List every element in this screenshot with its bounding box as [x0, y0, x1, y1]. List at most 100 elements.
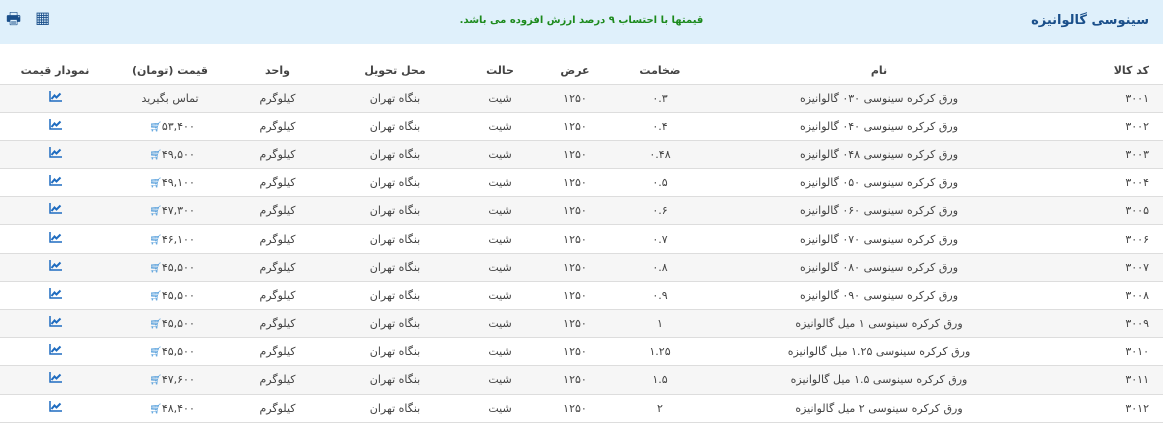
cell-unit: کیلوگرم	[230, 253, 325, 282]
column-header: واحد	[230, 58, 325, 85]
cell-state: شیت	[465, 309, 535, 339]
cell-thickness: ۱.۲۵	[615, 337, 705, 367]
cell-state: شیت	[465, 224, 535, 254]
column-header: قیمت (تومان)	[110, 58, 230, 85]
price-value: ۴۵,۵۰۰	[161, 345, 195, 359]
cell-code: ۳۰۰۸	[1053, 281, 1163, 311]
cell-state: شیت	[465, 281, 535, 311]
line-chart-icon[interactable]	[48, 287, 62, 303]
cell-unit: کیلوگرم	[230, 224, 325, 254]
cell-chart	[0, 337, 110, 367]
cell-code: ۳۰۱۰	[1053, 337, 1163, 367]
cell-width: ۱۲۵۰	[535, 253, 615, 282]
cell-price: ۵۳,۴۰۰🛒︎	[110, 112, 230, 141]
cell-width: ۱۲۵۰	[535, 140, 615, 170]
cell-code: ۳۰۰۱	[1053, 84, 1163, 113]
cell-width: ۱۲۵۰	[535, 112, 615, 141]
line-chart-icon[interactable]	[48, 372, 62, 387]
price-value: ۴۷,۳۰۰	[161, 204, 195, 218]
cell-chart	[0, 394, 110, 423]
line-chart-icon[interactable]	[48, 400, 62, 416]
price-value: ۴۵,۵۰۰	[161, 260, 195, 274]
price-table: کد کالا نام ضخامت عرض حالت محل تحویل واحد قیمت …	[0, 58, 1163, 423]
cell-chart	[0, 224, 110, 254]
line-chart-icon[interactable]	[48, 259, 62, 275]
cell-price: ۴۷,۳۰۰🛒︎	[110, 196, 230, 226]
line-chart-icon[interactable]	[48, 203, 62, 218]
cell-thickness: ۰.۴	[615, 112, 705, 141]
cell-thickness: ۰.۵	[615, 168, 705, 198]
price-value: ۴۶,۱۰۰	[161, 232, 195, 246]
cell-unit: کیلوگرم	[230, 281, 325, 311]
cell-name: ورق کرکره سینوسی ۰۶۰ گالوانیزه	[705, 196, 1053, 226]
cart-icon[interactable]: 🛒︎	[149, 234, 162, 246]
cell-unit: کیلوگرم	[230, 337, 325, 367]
line-chart-icon[interactable]	[48, 90, 62, 106]
price-value: تماس بگیرید	[141, 91, 199, 105]
cell-unit: کیلوگرم	[230, 168, 325, 198]
cart-icon[interactable]: 🛒︎	[149, 149, 162, 161]
table-row: ۳۰۰۸ ورق کرکره سینوسی ۰۹۰ گالوانیزه ۰.۹ ۱۲۵…	[0, 281, 1163, 311]
cell-thickness: ۰.۷	[615, 224, 705, 254]
cell-price: تماس بگیرید	[110, 84, 230, 113]
line-chart-icon[interactable]	[48, 175, 62, 190]
cell-unit: کیلوگرم	[230, 365, 325, 395]
cell-chart	[0, 84, 110, 113]
price-value: ۴۵,۵۰۰	[161, 288, 195, 302]
calculator-icon[interactable]: ▦	[35, 8, 51, 27]
print-icon[interactable]: 🖶	[6, 9, 22, 28]
cell-state: شیت	[465, 394, 535, 423]
cell-width: ۱۲۵۰	[535, 281, 615, 311]
cart-icon[interactable]: 🛒︎	[149, 319, 162, 331]
table-row: ۳۰۰۷ ورق کرکره سینوسی ۰۸۰ گالوانیزه ۰.۸ ۱۲۵…	[0, 253, 1163, 282]
cell-width: ۱۲۵۰	[535, 365, 615, 395]
cart-icon[interactable]: 🛒︎	[149, 121, 162, 133]
cell-delivery: بنگاه تهران	[325, 394, 465, 423]
line-chart-icon[interactable]	[48, 344, 62, 359]
price-value: ۴۸,۴۰۰	[161, 401, 195, 415]
cell-delivery: بنگاه تهران	[325, 168, 465, 198]
table-row: ۳۰۰۵ ورق کرکره سینوسی ۰۶۰ گالوانیزه ۰.۶ ۱۲۵…	[0, 196, 1163, 226]
cell-state: شیت	[465, 112, 535, 141]
column-header: حالت	[465, 58, 535, 85]
cart-icon[interactable]: 🛒︎	[149, 347, 162, 359]
line-chart-icon[interactable]	[48, 118, 62, 134]
table-row: ۳۰۱۰ ورق کرکره سینوسی ۱.۲۵ میل گالوانیزه ۱…	[0, 337, 1163, 367]
cell-delivery: بنگاه تهران	[325, 196, 465, 226]
vat-notice: قیمتها با احتساب ۹ درصد ارزش افزوده می ب…	[459, 15, 704, 26]
cart-icon[interactable]: 🛒︎	[149, 178, 162, 190]
cell-width: ۱۲۵۰	[535, 394, 615, 423]
price-value: ۵۳,۴۰۰	[161, 119, 195, 133]
cell-code: ۳۰۰۳	[1053, 140, 1163, 170]
cell-width: ۱۲۵۰	[535, 337, 615, 367]
cart-icon[interactable]: 🛒︎	[149, 290, 162, 302]
cart-icon[interactable]: 🛒︎	[149, 262, 162, 274]
cell-code: ۳۰۰۷	[1053, 253, 1163, 282]
cell-price: ۴۵,۵۰۰🛒︎	[110, 253, 230, 282]
cell-thickness: ۰.۴۸	[615, 140, 705, 170]
cart-icon[interactable]: 🛒︎	[149, 206, 162, 218]
cell-name: ورق کرکره سینوسی ۰۳۰ گالوانیزه	[705, 84, 1053, 113]
cell-thickness: ۱	[615, 309, 705, 339]
cell-delivery: بنگاه تهران	[325, 224, 465, 254]
cell-delivery: بنگاه تهران	[325, 309, 465, 339]
cell-chart	[0, 365, 110, 395]
cell-thickness: ۲	[615, 394, 705, 423]
line-chart-icon[interactable]	[48, 146, 62, 162]
cell-code: ۳۰۰۴	[1053, 168, 1163, 198]
table-row: ۳۰۰۴ ورق کرکره سینوسی ۰۵۰ گالوانیزه ۰.۵ ۱۲۵…	[0, 168, 1163, 198]
price-value: ۴۹,۵۰۰	[161, 147, 195, 161]
cell-width: ۱۲۵۰	[535, 196, 615, 226]
cart-icon[interactable]: 🛒︎	[149, 403, 162, 415]
cell-chart	[0, 140, 110, 170]
cart-icon[interactable]: 🛒︎	[149, 375, 162, 387]
cell-code: ۳۰۰۶	[1053, 224, 1163, 254]
cell-name: ورق کرکره سینوسی ۰۴۸ گالوانیزه	[705, 140, 1053, 170]
cell-thickness: ۰.۶	[615, 196, 705, 226]
cell-chart	[0, 253, 110, 282]
cell-state: شیت	[465, 337, 535, 367]
line-chart-icon[interactable]	[48, 316, 62, 331]
line-chart-icon[interactable]	[48, 231, 62, 247]
cell-unit: کیلوگرم	[230, 140, 325, 170]
price-value: ۴۹,۱۰۰	[161, 176, 195, 190]
